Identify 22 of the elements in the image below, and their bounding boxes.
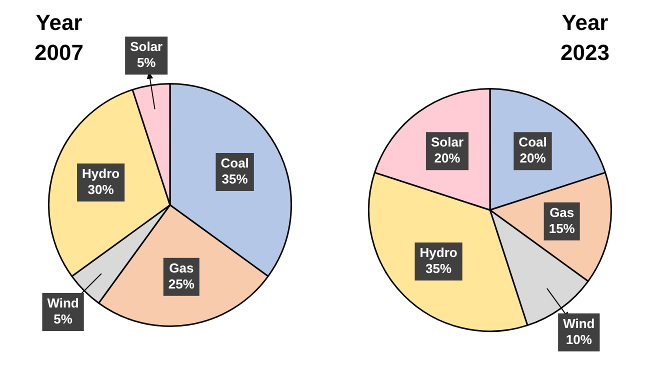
data-label: 10% bbox=[566, 332, 592, 347]
data-label: 20% bbox=[434, 150, 461, 166]
slice-label: Coal bbox=[220, 156, 249, 171]
chart-title: Year 2023 bbox=[560, 9, 610, 67]
data-label: 30% bbox=[88, 182, 114, 198]
data-label: 15% bbox=[548, 220, 576, 236]
data-label: 35% bbox=[222, 172, 248, 187]
data-label: 25% bbox=[168, 276, 195, 292]
slice-label: Wind bbox=[563, 316, 595, 331]
slice-label: Wind bbox=[47, 296, 79, 311]
data-label: 5% bbox=[54, 312, 73, 327]
slice-label: Gas bbox=[169, 260, 194, 276]
data-label: 5% bbox=[136, 55, 156, 70]
slice-label: Solar bbox=[130, 39, 163, 54]
slice-label: Hydro bbox=[420, 245, 458, 260]
chart-title: Year 2007 bbox=[34, 9, 84, 67]
slice-label: Coal bbox=[518, 134, 547, 150]
data-label: 20% bbox=[520, 150, 546, 166]
data-label: 35% bbox=[426, 261, 452, 276]
slice-label: Gas bbox=[550, 204, 574, 220]
slice-label: Solar bbox=[430, 134, 464, 150]
slice-label: Hydro bbox=[82, 166, 120, 182]
